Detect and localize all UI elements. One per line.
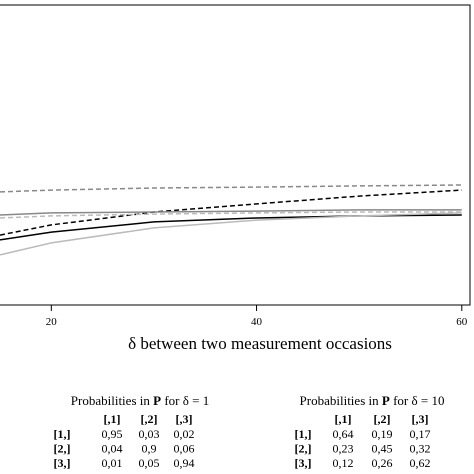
title-part: P: [153, 393, 161, 408]
title-part: for δ = 10: [390, 393, 445, 408]
column-header: [,2]: [141, 412, 158, 426]
table-title: Probabilities in P for δ = 1: [71, 393, 209, 408]
table-cell: 0,32: [410, 442, 431, 456]
table-cell: 0,05: [139, 456, 160, 470]
plot-frame: [0, 4, 471, 306]
table-title: Probabilities in P for δ = 10: [300, 393, 445, 408]
title-part: P: [382, 393, 390, 408]
row-label: [2,]: [54, 442, 71, 456]
table-cell: 0,01: [102, 456, 123, 470]
column-header: [,1]: [335, 412, 352, 426]
series-line: [0, 189, 462, 236]
column-header: [,3]: [412, 412, 429, 426]
table-cell: 0,26: [372, 456, 393, 470]
x-tick-label: 60: [456, 316, 468, 328]
table-cell: 0,94: [174, 456, 195, 470]
x-axis-label: δ between two measurement occasions: [128, 334, 392, 353]
table-cell: 0,64: [333, 427, 354, 441]
table-cell: 0,17: [410, 427, 431, 441]
column-header: [,2]: [374, 412, 391, 426]
series-line: [0, 211, 462, 219]
table-cell: 0,12: [333, 456, 354, 470]
table-cell: 0,45: [372, 442, 393, 456]
title-part: Probabilities in: [71, 393, 153, 408]
title-part: Probabilities in: [300, 393, 382, 408]
table-cell: 0,62: [410, 456, 431, 470]
table-cell: 0,19: [372, 427, 393, 441]
series-line: [0, 209, 462, 216]
table-cell: 0,06: [174, 442, 195, 456]
table-cell: 0,9: [142, 442, 157, 456]
row-label: [1,]: [295, 427, 312, 441]
series-line: [0, 212, 462, 256]
table-cell: 0,02: [174, 427, 195, 441]
table-cell: 0,04: [102, 442, 123, 456]
column-header: [,3]: [176, 412, 193, 426]
x-tick-label: 40: [251, 316, 263, 328]
row-label: [3,]: [295, 456, 312, 470]
title-part: for δ = 1: [161, 393, 209, 408]
column-header: [,1]: [104, 412, 121, 426]
row-label: [2,]: [295, 442, 312, 456]
series-line: [0, 214, 462, 241]
x-tick-label: 20: [46, 316, 58, 328]
row-label: [3,]: [54, 456, 71, 470]
series-line: [0, 184, 462, 193]
table-cell: 0,23: [333, 442, 354, 456]
table-cell: 0,95: [102, 427, 123, 441]
table-cell: 0,03: [139, 427, 160, 441]
row-label: [1,]: [54, 427, 71, 441]
